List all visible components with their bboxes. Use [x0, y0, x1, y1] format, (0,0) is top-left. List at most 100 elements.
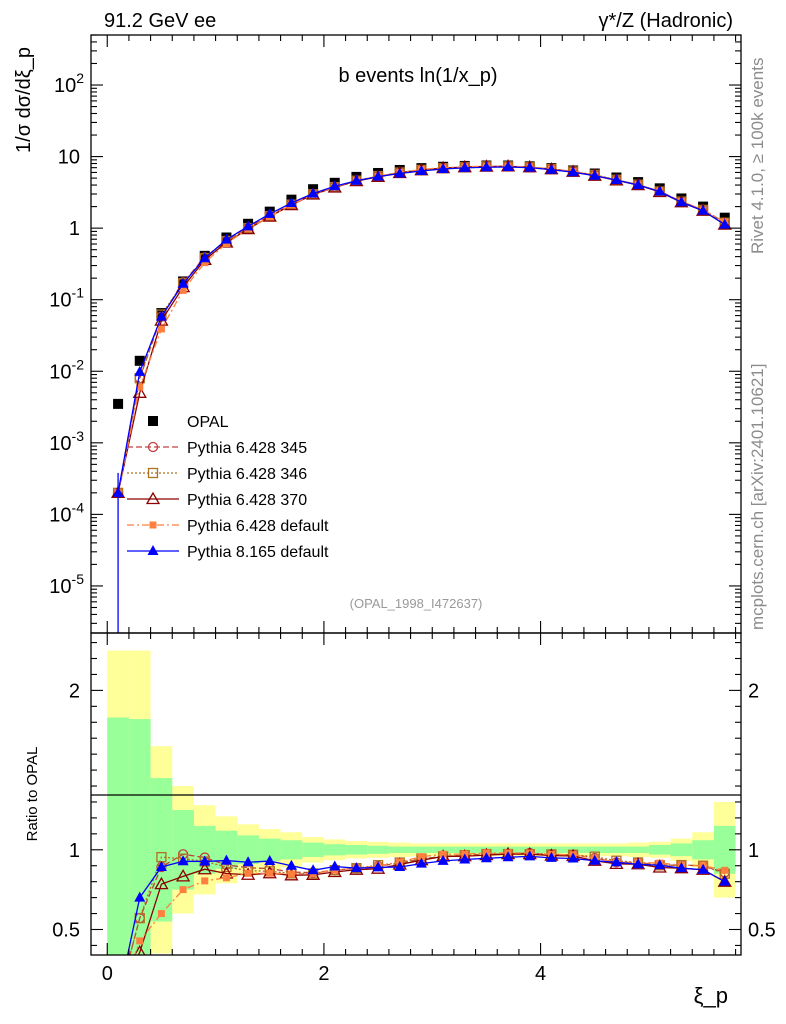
stat-uncertainty-band: [605, 846, 628, 853]
y-tick-label-main: 10-2: [49, 356, 84, 383]
ratio-point-pythia-6-428-default: [244, 869, 252, 877]
y-tick-label-main: 10-5: [49, 571, 84, 598]
ratio-point-pythia-8-165-default: [719, 875, 731, 886]
data-point-pythia-8-165-default: [415, 164, 427, 175]
ratio-point-pythia-8-165-default: [177, 855, 189, 866]
y-tick-label-ratio-right: 1: [748, 840, 759, 862]
y-tick-label-ratio: 2: [69, 680, 80, 702]
ratio-point-pythia-6-428-default: [417, 853, 425, 861]
data-point-pythia-8-165-default: [394, 167, 406, 178]
ratio-point-pythia-8-165-default: [480, 852, 492, 863]
ratio-point-pythia-8-165-default: [307, 864, 319, 875]
data-point-pythia-6-428-default: [201, 259, 209, 267]
data-point-pythia-8-165-default: [524, 161, 536, 172]
x-tick-label: 4: [535, 963, 546, 985]
data-point-pythia-8-165-default: [177, 277, 189, 288]
data-point-pythia-8-165-default: [307, 187, 319, 198]
stat-uncertainty-band: [410, 846, 433, 853]
ratio-point-pythia-8-165-default: [415, 857, 427, 868]
legend-marker-pythia-6-428-346: [147, 467, 159, 479]
ratio-point-pythia-6-428-default: [439, 850, 447, 858]
ratio-point-pythia-8-165-default: [134, 891, 146, 902]
data-point-pythia-8-165-default: [632, 179, 644, 190]
ratio-point-pythia-6-428-370: [197, 861, 212, 875]
ratio-point-pythia-6-428-370: [154, 876, 169, 890]
ratio-point-pythia-8-165-default: [350, 862, 362, 873]
ratio-point-pythia-6-428-370: [112, 994, 124, 1005]
ratio-point-pythia-8-165-default: [589, 854, 601, 865]
ratio-point-pythia-8-165-default: [502, 851, 514, 862]
data-point-pythia-8-165-default: [199, 252, 211, 263]
ratio-point-pythia-6-428-370: [134, 944, 146, 955]
x-tick-label: 0: [102, 963, 113, 985]
y-tick-label-ratio: 1: [69, 840, 80, 862]
ratio-point-pythia-6-428-370: [175, 869, 191, 882]
x-tick-label: 2: [318, 963, 329, 985]
data-point-pythia-8-165-default: [675, 196, 687, 207]
data-point-pythia-8-165-default: [654, 185, 666, 196]
ratio-point-pythia-6-428-345: [114, 996, 123, 1005]
legend-marker-pythia-8-165-default: [147, 545, 159, 555]
chart-title: b events ln(1/x_p): [339, 65, 498, 87]
data-point-pythia-6-428-default: [157, 325, 165, 333]
ratio-point-pythia-8-165-default: [242, 856, 254, 867]
stat-uncertainty-band: [128, 719, 151, 955]
legend-label-pythia-6-428-370: Pythia 6.428 370: [187, 492, 307, 509]
ratio-point-pythia-8-165-default: [155, 860, 167, 871]
ratio-point-pythia-8-165-default: [654, 859, 666, 870]
data-point-pythia-8-165-default: [480, 161, 492, 172]
ratio-point-pythia-6-428-default: [136, 937, 144, 945]
stat-uncertainty-band: [302, 842, 324, 857]
data-point-pythia-8-165-default: [220, 233, 232, 244]
ratio-point-pythia-8-165-default: [113, 994, 124, 1004]
data-point-pythia-8-165-default: [437, 163, 449, 174]
data-point-pythia-8-165-default: [350, 174, 362, 185]
data-point-pythia-8-165-default: [285, 196, 297, 207]
stat-uncertainty-band: [583, 846, 606, 853]
ratio-point-pythia-8-165-default: [675, 862, 687, 873]
legend-label-pythia-8-165-default: Pythia 8.165 default: [187, 544, 329, 561]
ratio-uncertainty-bands: [107, 650, 736, 955]
data-point-pythia-8-165-default: [589, 169, 601, 180]
analysis-id-label: (OPAL_1998_I472637): [350, 596, 483, 611]
ratio-point-pythia-8-165-default: [199, 855, 211, 866]
data-point-opal: [134, 355, 145, 366]
stat-uncertainty-band: [388, 846, 411, 853]
ratio-point-pythia-8-165-default: [567, 852, 579, 863]
main-series-group: [110, 159, 732, 633]
ratio-point-pythia-8-165-default: [220, 854, 232, 865]
data-point-pythia-8-165-default: [545, 163, 557, 174]
legend-marker-opal: [148, 416, 158, 426]
legend-label-pythia-6-428-default: Pythia 6.428 default: [187, 518, 329, 535]
y-tick-label-ratio-right: 2: [748, 680, 759, 702]
data-point-pythia-8-165-default: [372, 170, 384, 181]
legend: OPAL Pythia 6.428 345 Pythia 6.428 346 Pyth…: [127, 414, 329, 561]
data-point-pythia-6-428-default: [136, 383, 144, 391]
ratio-point-pythia-6-428-default: [222, 874, 230, 882]
y-tick-label-main: 10-3: [49, 428, 84, 455]
stat-uncertainty-band: [713, 825, 736, 874]
stat-uncertainty-band: [345, 845, 368, 855]
legend-marker-pythia-6-428-default: [149, 521, 157, 529]
main-y-axis-label: 1/σ dσ/dξ_p: [13, 47, 35, 153]
rivet-version-label: Rivet 4.1.0, ≥ 100k events: [748, 58, 767, 254]
stat-uncertainty-band: [367, 845, 389, 854]
legend-label-pythia-6-428-345: Pythia 6.428 345: [187, 440, 307, 457]
mcplots-citation-label: mcplots.cern.ch [arXiv:2401.10621]: [748, 364, 767, 630]
legend-marker-pythia-6-428-370: [145, 491, 161, 505]
data-point-pythia-8-165-default: [719, 218, 731, 229]
data-point-pythia-8-165-default: [567, 166, 579, 177]
stat-uncertainty-band: [648, 845, 671, 855]
legend-label-pythia-6-428-346: Pythia 6.428 346: [187, 466, 307, 483]
ratio-point-pythia-8-165-default: [459, 853, 471, 864]
ratio-point-pythia-6-428-default: [721, 866, 729, 874]
stat-uncertainty-band: [258, 838, 281, 861]
ratio-point-pythia-8-165-default: [610, 856, 622, 867]
ratio-point-pythia-6-428-370: [717, 874, 732, 887]
data-point-pythia-8-165-default: [264, 207, 276, 218]
ratio-point-pythia-6-428-default: [157, 910, 165, 918]
stat-uncertainty-band: [670, 843, 693, 857]
legend-marker-pythia-6-428-345: [147, 441, 159, 453]
ratio-point-pythia-8-165-default: [545, 851, 557, 862]
